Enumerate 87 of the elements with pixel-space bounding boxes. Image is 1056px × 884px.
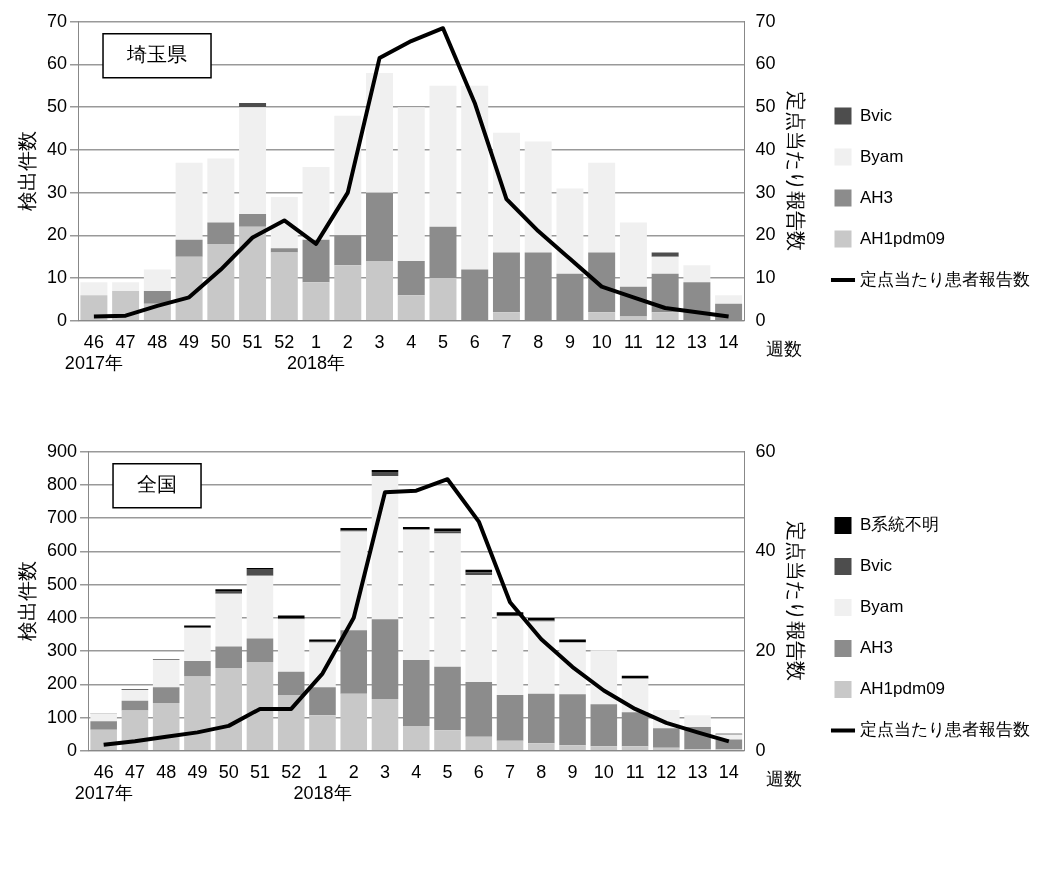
x-tick-label: 4: [406, 331, 417, 352]
y-axis-title: 検出件数: [15, 561, 38, 642]
x-tick-label: 6: [469, 331, 480, 352]
y2-tick-label: 30: [755, 181, 776, 202]
y2-tick-label: 40: [755, 540, 776, 561]
x-tick-label: 14: [718, 331, 739, 352]
y-tick-label: 100: [46, 706, 78, 727]
x-tick-label: 2: [348, 761, 359, 782]
x-tick-label: 3: [379, 761, 390, 782]
y2-tick-label: 20: [755, 224, 776, 245]
x-tick-label: 49: [179, 331, 200, 352]
legend-label: AH3: [860, 638, 894, 658]
x-tick-label: 50: [218, 761, 239, 782]
y-tick-label: 60: [46, 53, 68, 74]
y-tick-label: 20: [46, 224, 68, 245]
x-tick-label: 10: [593, 761, 614, 782]
y-tick-label: 700: [46, 507, 78, 528]
y-tick-label: 70: [46, 10, 68, 31]
y2-tick-label: 20: [755, 640, 776, 661]
y2-tick-label: 10: [755, 267, 776, 288]
y2-tick-label: 0: [755, 739, 766, 760]
x-tick-label: 7: [501, 331, 512, 352]
text: 全国: [137, 473, 178, 496]
x-tick-label: 47: [124, 761, 145, 782]
x-tick-label: 52: [274, 331, 295, 352]
x-axis-title: 週数: [766, 768, 803, 789]
x-tick-label: 14: [718, 761, 739, 782]
y2-tick-label: 50: [755, 96, 776, 117]
x-tick-label: 5: [437, 331, 448, 352]
x-tick-label: 11: [624, 331, 643, 352]
x-tick-label: 12: [655, 331, 676, 352]
x-tick-label: 6: [473, 761, 484, 782]
y-tick-label: 300: [46, 640, 78, 661]
legend-label: Byam: [860, 597, 904, 617]
y2-tick-label: 40: [755, 138, 776, 159]
legend-label: AH1pdm09: [860, 228, 946, 248]
y2-axis-title: 定点当たり報告数: [784, 91, 807, 252]
x-axis-title: 週数: [766, 338, 803, 359]
x-tick-label: 7: [505, 761, 516, 782]
y-tick-label: 0: [67, 739, 78, 760]
x-tick-label: 9: [564, 331, 575, 352]
legend-label: 定点当たり患者報告数: [860, 720, 1030, 740]
y-tick-label: 10: [46, 267, 68, 288]
x-tick-label: 11: [625, 761, 645, 782]
legend-label: Bvic: [860, 105, 893, 125]
x-tick-label: 13: [686, 331, 707, 352]
x-tick-label: 9: [567, 761, 578, 782]
y-tick-label: 400: [46, 606, 78, 627]
y-axis-title: 検出件数: [15, 131, 38, 212]
x-tick-label: 50: [210, 331, 231, 352]
x-tick-label: 51: [242, 331, 263, 352]
legend-label: AH1pdm09: [860, 679, 946, 699]
legend-label: 定点当たり患者報告数: [860, 269, 1030, 289]
y2-tick-label: 60: [755, 53, 776, 74]
x-tick-label: 8: [536, 761, 547, 782]
x-tick-label: 4: [411, 761, 422, 782]
x-tick-label: 8: [533, 331, 544, 352]
x-tick-label: 48: [147, 331, 168, 352]
x-tick-label: 12: [656, 761, 677, 782]
x-tick-label: 49: [187, 761, 208, 782]
x-tick-label: 13: [687, 761, 708, 782]
y2-tick-label: 70: [755, 10, 776, 31]
y2-tick-label: 60: [755, 440, 776, 461]
y2-tick-label: 0: [755, 309, 766, 330]
y-tick-label: 800: [46, 473, 78, 494]
x-tick-label: 47: [115, 331, 136, 352]
y-tick-label: 900: [46, 440, 78, 461]
x-tick-label: 5: [442, 761, 453, 782]
y-tick-label: 30: [46, 181, 68, 202]
legend-label: B系統不明: [860, 515, 940, 535]
x-tick-label: 2: [342, 331, 353, 352]
legend-label: AH3: [860, 187, 894, 207]
text: 埼玉県: [126, 43, 188, 66]
legend-label: Bvic: [860, 556, 893, 576]
y-tick-label: 0: [57, 309, 68, 330]
y-tick-label: 600: [46, 540, 78, 561]
y-tick-label: 500: [46, 573, 78, 594]
x-tick-label: 10: [591, 331, 612, 352]
x-tick-label: 51: [249, 761, 270, 782]
y-tick-label: 40: [46, 138, 68, 159]
x-tick-label: 52: [281, 761, 302, 782]
legend-label: Byam: [860, 146, 904, 166]
y2-axis-title: 定点当たり報告数: [784, 521, 807, 682]
x-tick-label: 3: [374, 331, 385, 352]
y-tick-label: 50: [46, 96, 68, 117]
x-tick-label: 48: [156, 761, 177, 782]
y-tick-label: 200: [46, 673, 78, 694]
